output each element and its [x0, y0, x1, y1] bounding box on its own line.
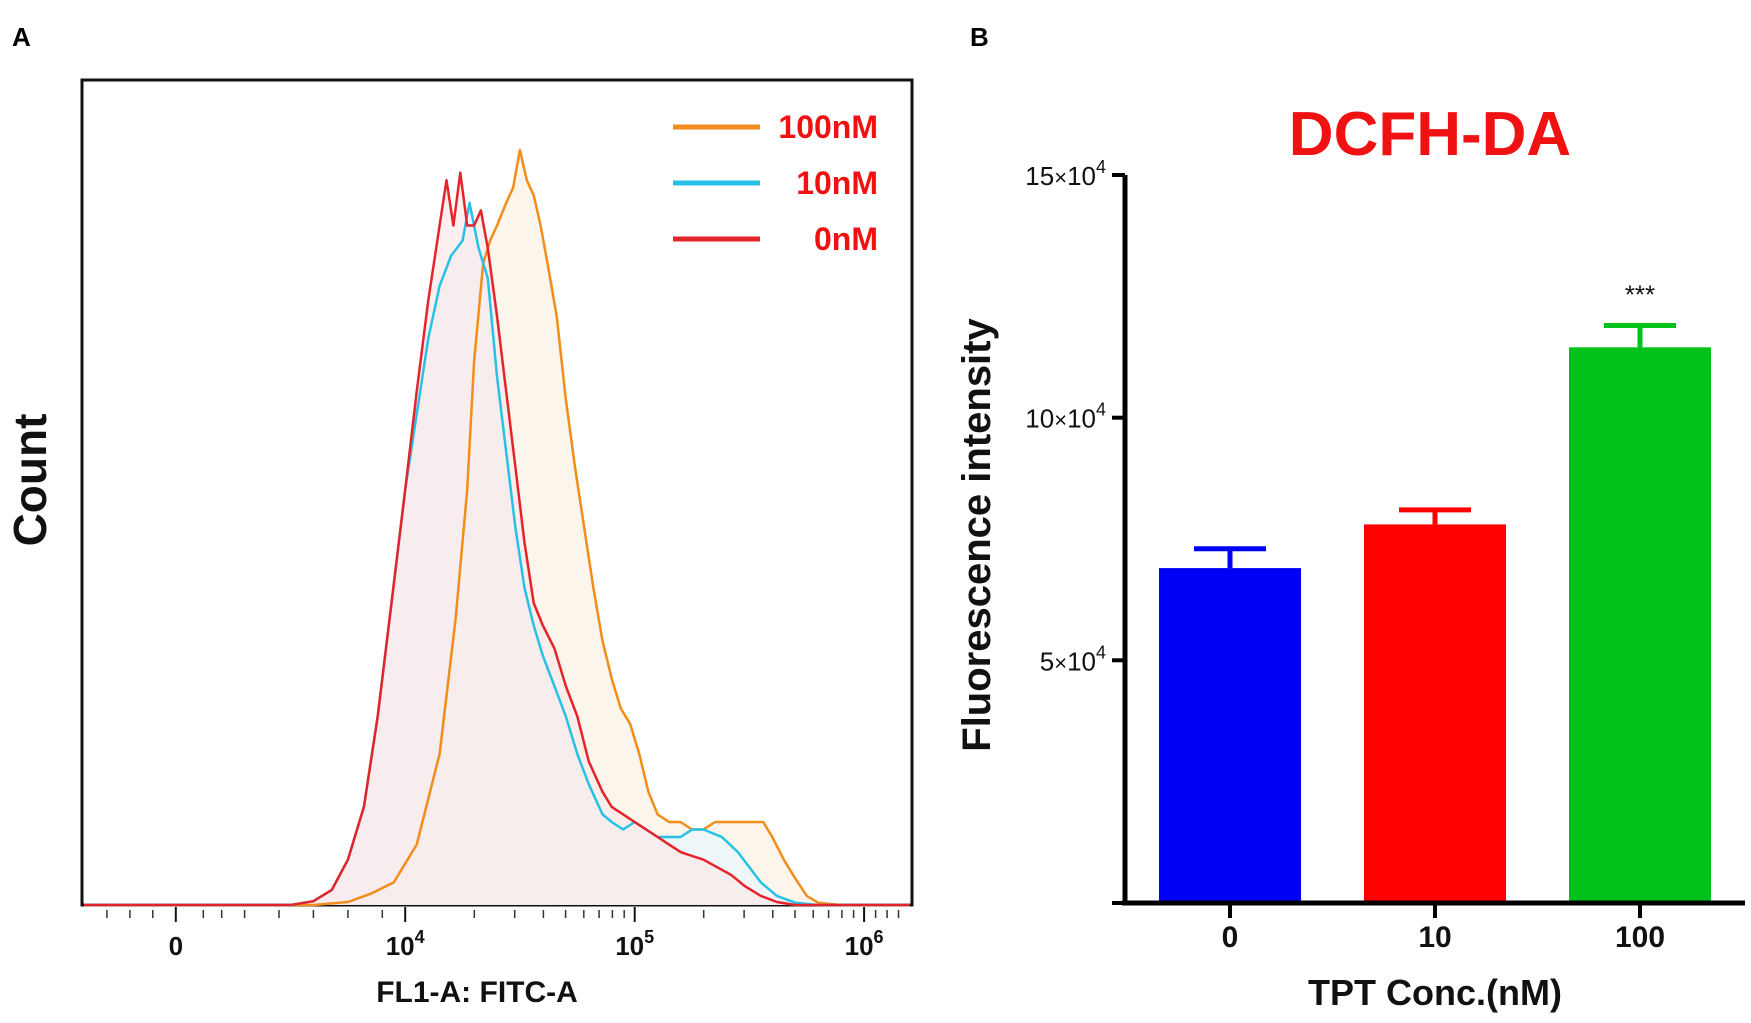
legend-label-100nm: 100nM — [778, 109, 878, 145]
histogram-panel: 0 104 105 106 100nM 10nM 0nM FL1-A: FITC-A Co… — [4, 78, 914, 1009]
bar-chart-panel: DCFH-DA *** 5×104 10×104 15×104 0 10 100 TPT… — [955, 100, 1745, 1013]
histogram-x-axis-title: FL1-A: FITC-A — [376, 976, 578, 1009]
bar-chart-bars — [1159, 347, 1711, 903]
bar-chart-y-tick-label: 5×104 — [1040, 642, 1106, 676]
histogram-x-tick-labels: 0 104 105 106 — [169, 907, 884, 961]
histogram-legend: 100nM 10nM 0nM — [673, 109, 878, 257]
panel-b-label: B — [970, 22, 989, 52]
bar-chart-y-tick-label: 10×104 — [1025, 400, 1106, 434]
bar-chart-y-axis-title: Fluorescence intensity — [955, 318, 999, 752]
legend-label-10nm: 10nM — [796, 165, 878, 201]
histogram-line-0nm — [84, 171, 910, 907]
histogram-x-tick-label: 0 — [169, 931, 183, 961]
bar-chart-y-tick-label: 15×104 — [1025, 157, 1106, 191]
bar-chart-x-tick-label-100: 100 — [1615, 921, 1665, 954]
histogram-x-tick-label: 106 — [845, 927, 884, 961]
bar-10 — [1364, 524, 1506, 903]
bar-chart-y-ticks: 5×104 10×104 15×104 — [1025, 157, 1125, 905]
histogram-y-axis-title: Count — [4, 414, 56, 547]
bar-100 — [1569, 347, 1711, 903]
bar-chart-annotations: *** — [1625, 280, 1655, 310]
legend-label-0nm: 0nM — [814, 221, 878, 257]
panel-a-label: A — [12, 22, 31, 52]
bar-0 — [1159, 568, 1301, 903]
bar-chart-title: DCFH-DA — [1289, 100, 1571, 169]
histogram-lines — [84, 148, 910, 907]
histogram-x-tick-label: 104 — [386, 927, 425, 961]
bar-chart-x-axis-title: TPT Conc.(nM) — [1308, 972, 1562, 1013]
histogram-line-100nm — [84, 148, 910, 907]
histogram-x-tick-label: 105 — [615, 927, 654, 961]
bar-chart-x-tick-label-0: 0 — [1222, 921, 1239, 954]
bar-chart-x-tick-label-10: 10 — [1418, 921, 1451, 954]
histogram-fills — [84, 150, 910, 906]
bar-chart-x-ticks: 0 10 100 — [1222, 903, 1665, 954]
histogram-fill-0nm — [84, 172, 910, 906]
histogram-minor-ticks — [106, 910, 900, 918]
bar-chart-error-bars — [1194, 323, 1676, 569]
significance-annotation: *** — [1625, 280, 1655, 310]
